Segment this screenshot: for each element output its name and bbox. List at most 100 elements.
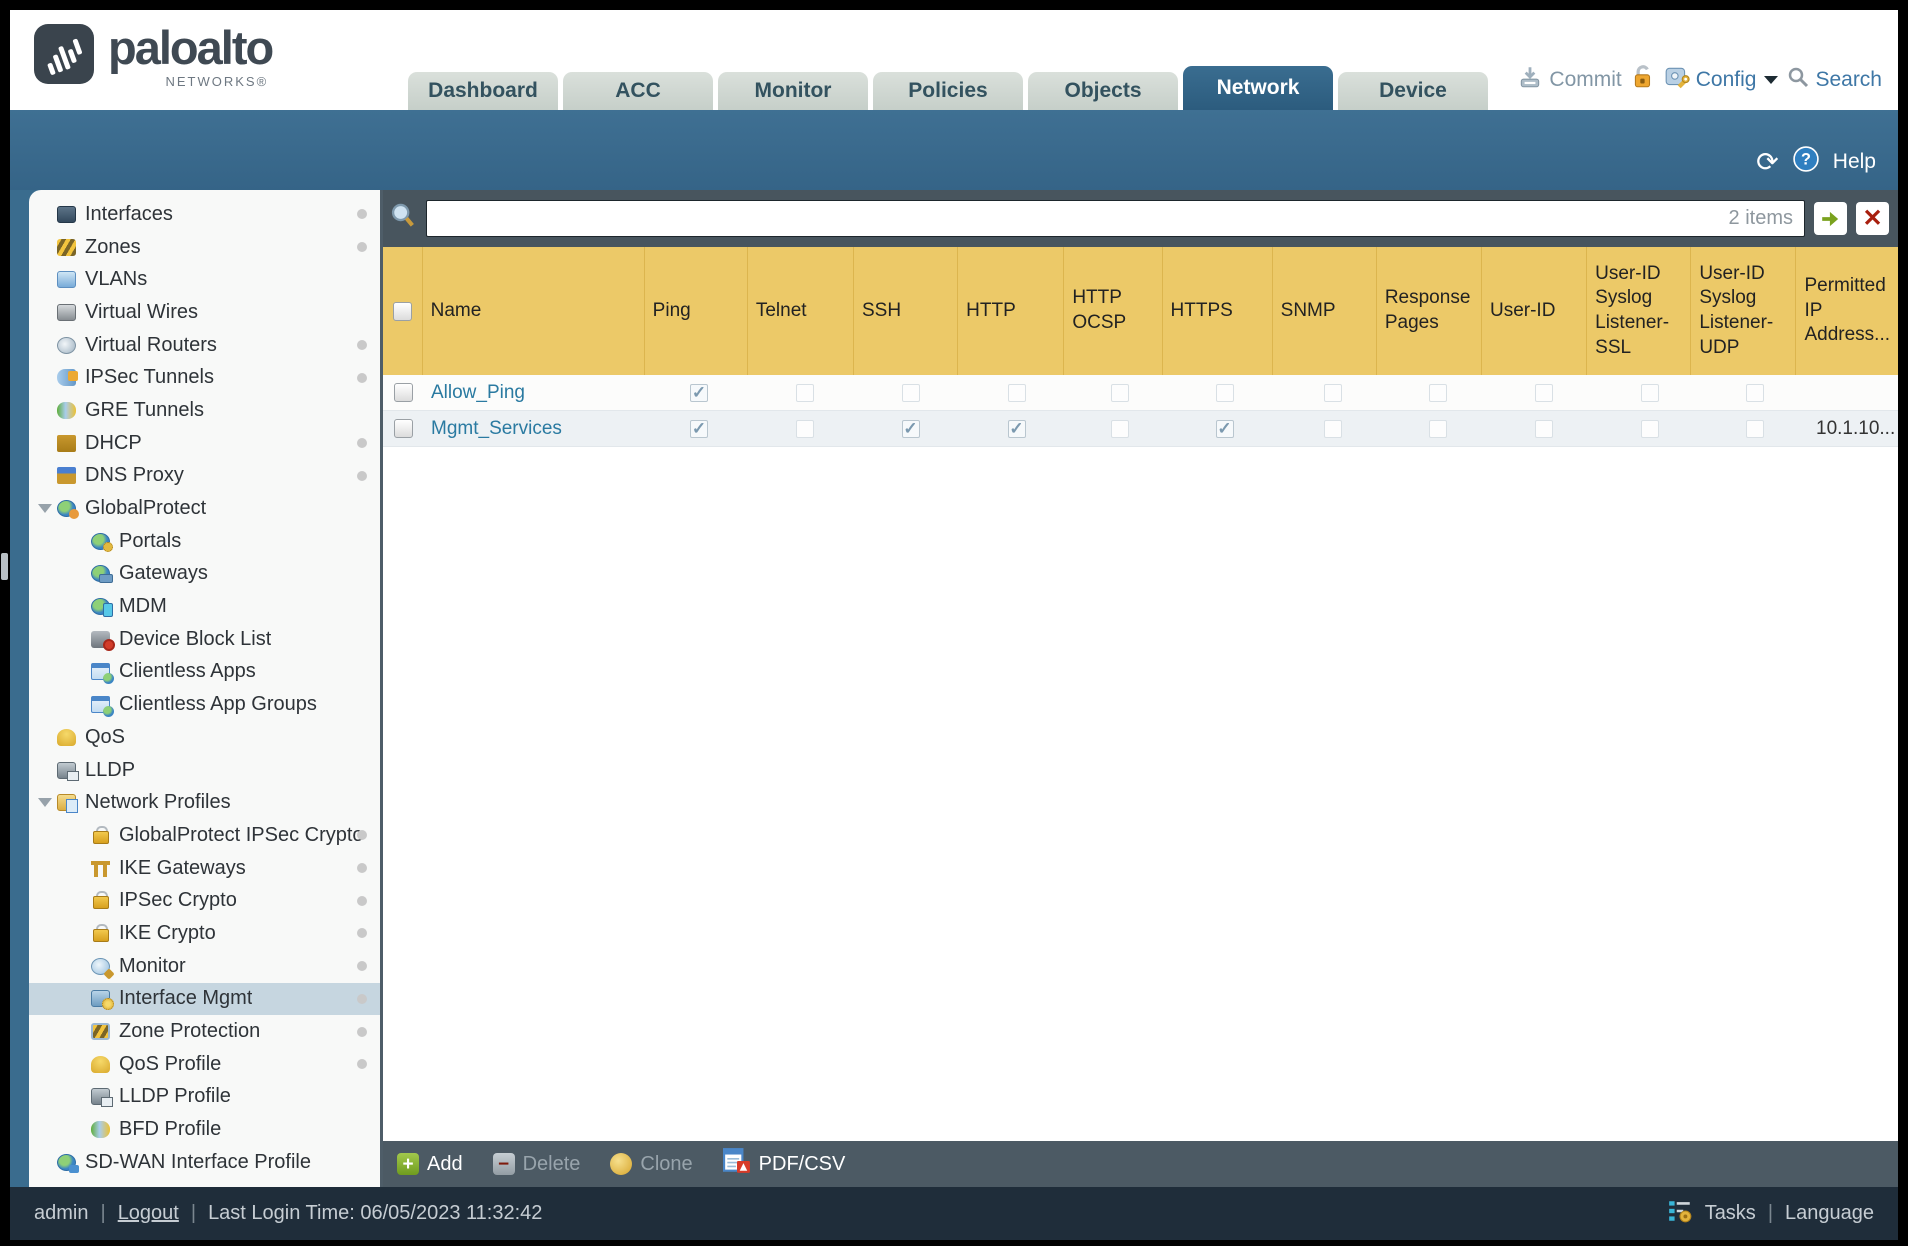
tab-monitor[interactable]: Monitor — [718, 72, 868, 110]
sidebar-item-gateways[interactable]: Gateways — [29, 558, 380, 591]
commit-button[interactable]: Commit — [1517, 64, 1622, 96]
tab-acc[interactable]: ACC — [563, 72, 713, 110]
sidebar-collapse-handle[interactable] — [1, 553, 8, 580]
sidebar-item-mdm[interactable]: MDM — [29, 590, 380, 623]
sidebar-item-vlans[interactable]: VLANs — [29, 263, 380, 296]
http-checkbox-checked[interactable] — [1007, 419, 1026, 438]
ping-checkbox-checked[interactable] — [690, 419, 708, 438]
brand-name: paloalto — [108, 21, 274, 74]
clear-filter-button[interactable]: ✕ — [1856, 202, 1889, 235]
svg-text:?: ? — [1801, 150, 1811, 168]
profile-name-link[interactable]: Allow_Ping — [431, 381, 525, 403]
uid_udp-checkbox-unchecked[interactable] — [1746, 383, 1764, 402]
tab-dashboard[interactable]: Dashboard — [408, 72, 558, 110]
sidebar-item-network-profiles[interactable]: Network Profiles — [29, 786, 380, 819]
column-header-response_pages[interactable]: Response Pages — [1377, 247, 1482, 375]
sidebar-item-qos[interactable]: QoS — [29, 721, 380, 754]
select-all-checkbox[interactable] — [392, 301, 412, 321]
sidebar-item-globalprotect-ipsec-crypto[interactable]: GlobalProtect IPSec Crypto — [29, 819, 380, 852]
column-header-https[interactable]: HTTPS — [1163, 247, 1273, 375]
filter-input[interactable] — [426, 200, 1805, 237]
sidebar-item-qos-profile[interactable]: QoS Profile — [29, 1048, 380, 1081]
clone-button[interactable]: Clone — [610, 1153, 693, 1176]
logout-link[interactable]: Logout — [117, 1202, 179, 1224]
ssh-checkbox-unchecked[interactable] — [901, 383, 920, 402]
help-icon[interactable]: ? — [1793, 146, 1819, 178]
uid_udp-checkbox-unchecked[interactable] — [1746, 419, 1764, 438]
column-header-ping[interactable]: Ping — [645, 247, 748, 375]
sidebar-item-dns-proxy[interactable]: DNS Proxy — [29, 460, 380, 493]
column-header-name[interactable]: Name — [423, 247, 645, 375]
sidebar-item-interfaces[interactable]: Interfaces — [29, 198, 380, 231]
telnet-checkbox-unchecked[interactable] — [795, 383, 814, 402]
sidebar-item-lldp-profile[interactable]: LLDP Profile — [29, 1081, 380, 1114]
config-menu[interactable]: Config — [1664, 64, 1779, 96]
snmp-checkbox-unchecked[interactable] — [1323, 419, 1342, 438]
tab-device[interactable]: Device — [1338, 72, 1488, 110]
http_ocsp-checkbox-unchecked[interactable] — [1110, 383, 1129, 402]
tab-policies[interactable]: Policies — [873, 72, 1023, 110]
column-header-telnet[interactable]: Telnet — [748, 247, 854, 375]
sidebar-item-portals[interactable]: Portals — [29, 525, 380, 558]
sidebar-item-ike-crypto[interactable]: IKE Crypto — [29, 917, 380, 950]
column-header-ssh[interactable]: SSH — [854, 247, 959, 375]
column-header-user_id[interactable]: User-ID — [1482, 247, 1588, 375]
refresh-icon[interactable]: ⟳ — [1756, 146, 1779, 177]
response_pages-checkbox-unchecked[interactable] — [1429, 383, 1447, 402]
tasks-button[interactable]: Tasks — [1704, 1202, 1756, 1224]
sidebar-item-monitor[interactable]: Monitor — [29, 950, 380, 983]
pdf-csv-button[interactable]: PDF/CSV — [722, 1148, 845, 1180]
sidebar-item-zone-protection[interactable]: Zone Protection — [29, 1015, 380, 1048]
user_id-checkbox-unchecked[interactable] — [1535, 383, 1553, 402]
sidebar-item-bfd-profile[interactable]: BFD Profile — [29, 1113, 380, 1146]
sidebar-item-virtual-wires[interactable]: Virtual Wires — [29, 296, 380, 329]
sidebar-item-lldp[interactable]: LLDP — [29, 754, 380, 787]
http_ocsp-checkbox-unchecked[interactable] — [1110, 419, 1129, 438]
https-checkbox-unchecked[interactable] — [1215, 383, 1234, 402]
tab-objects[interactable]: Objects — [1028, 72, 1178, 110]
https-checkbox-checked[interactable] — [1215, 419, 1234, 438]
sidebar-item-interface-mgmt[interactable]: Interface Mgmt — [29, 982, 380, 1016]
tab-network[interactable]: Network — [1183, 66, 1333, 110]
column-header-uid_udp[interactable]: User-ID Syslog Listener-UDP — [1691, 247, 1797, 375]
response_pages-checkbox-unchecked[interactable] — [1429, 419, 1447, 438]
column-header-uid_ssl[interactable]: User-ID Syslog Listener-SSL — [1587, 247, 1692, 375]
language-button[interactable]: Language — [1785, 1202, 1874, 1224]
delete-button[interactable]: Delete — [492, 1153, 580, 1176]
add-button[interactable]: Add — [397, 1153, 463, 1176]
global-search-button[interactable]: Search — [1787, 66, 1882, 94]
column-header-http_ocsp[interactable]: HTTP OCSP — [1064, 247, 1163, 375]
help-label[interactable]: Help — [1832, 150, 1876, 173]
column-header-http[interactable]: HTTP — [958, 247, 1065, 375]
expander-icon[interactable] — [38, 798, 52, 808]
sidebar-item-globalprotect[interactable]: GlobalProtect — [29, 492, 380, 525]
column-header-permitted[interactable]: Permitted IP Address... — [1804, 274, 1891, 346]
sidebar-item-sd-wan-interface-profile[interactable]: SD-WAN Interface Profile — [29, 1146, 380, 1179]
uid_ssl-checkbox-unchecked[interactable] — [1640, 383, 1659, 402]
apply-filter-button[interactable] — [1814, 202, 1847, 235]
sidebar-item-device-block-list[interactable]: Device Block List — [29, 623, 380, 656]
snmp-checkbox-unchecked[interactable] — [1323, 383, 1342, 402]
lock-icon[interactable] — [1631, 64, 1655, 96]
expander-icon[interactable] — [38, 504, 52, 514]
uid_ssl-checkbox-unchecked[interactable] — [1640, 419, 1659, 438]
telnet-checkbox-unchecked[interactable] — [795, 419, 814, 438]
sidebar-item-ipsec-crypto[interactable]: IPSec Crypto — [29, 884, 380, 917]
sidebar-item-ipsec-tunnels[interactable]: IPSec Tunnels — [29, 361, 380, 394]
row-checkbox[interactable] — [393, 383, 413, 402]
sidebar-item-clientless-app-groups[interactable]: Clientless App Groups — [29, 688, 380, 721]
profile-name-link[interactable]: Mgmt_Services — [431, 417, 562, 439]
sidebar-item-zones[interactable]: Zones — [29, 231, 380, 264]
ssh-checkbox-checked[interactable] — [901, 419, 920, 438]
user_id-checkbox-unchecked[interactable] — [1535, 419, 1553, 438]
sidebar-item-dhcp[interactable]: DHCP — [29, 427, 380, 460]
sidebar-item-clientless-apps[interactable]: Clientless Apps — [29, 656, 380, 689]
row-checkbox[interactable] — [393, 419, 413, 438]
http-checkbox-unchecked[interactable] — [1007, 383, 1026, 402]
ping-checkbox-checked[interactable] — [690, 383, 708, 402]
sidebar-item-virtual-routers[interactable]: Virtual Routers — [29, 329, 380, 362]
sidebar-item-ike-gateways[interactable]: IKE Gateways — [29, 852, 380, 885]
item-dot — [357, 993, 367, 1004]
sidebar-item-gre-tunnels[interactable]: GRE Tunnels — [29, 394, 380, 427]
column-header-snmp[interactable]: SNMP — [1273, 247, 1377, 375]
